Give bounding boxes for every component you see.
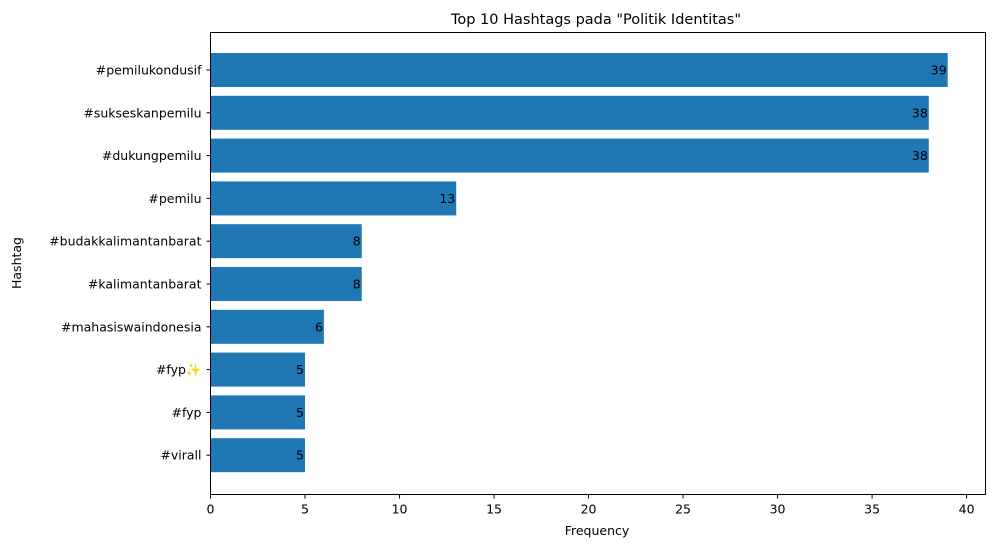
y-tick-label-4: #budakkalimantanbarat (49, 234, 201, 249)
bar-7 (210, 352, 306, 387)
data-label-7: 5 (296, 362, 304, 377)
data-label-0: 39 (931, 63, 947, 78)
data-label-5: 8 (353, 277, 361, 292)
x-tick-label-2: 10 (392, 502, 408, 517)
y-tick-label-0: #pemilukondusif (96, 63, 202, 78)
data-label-8: 5 (296, 405, 304, 420)
y-tick-label-7: #fyp✨ (156, 362, 202, 377)
x-tick-label-5: 25 (675, 502, 691, 517)
y-axis-ticks: #pemilukondusif #sukseskanpemilu #dukungpe… (49, 63, 211, 463)
x-tick-label-0: 0 (207, 502, 215, 517)
bar-3 (210, 181, 457, 216)
y-tick-label-1: #sukseskanpemilu (83, 105, 201, 120)
y-tick-label-6: #mahasiswaindonesia (61, 319, 202, 334)
x-tick-label-4: 20 (581, 502, 597, 517)
x-tick-label-7: 35 (864, 502, 880, 517)
bar-1 (210, 95, 929, 130)
y-tick-label-5: #kalimantanbarat (88, 277, 202, 292)
bar-8 (210, 395, 306, 430)
data-label-4: 8 (353, 234, 361, 249)
bar-5 (210, 267, 362, 301)
data-label-3: 13 (439, 191, 455, 206)
y-tick-label-9: #virall (160, 448, 201, 463)
data-label-2: 38 (912, 148, 928, 163)
data-label-1: 38 (912, 105, 928, 120)
x-tick-label-8: 40 (959, 502, 975, 517)
data-labels-group: 39 38 38 13 8 8 6 5 5 5 (296, 63, 947, 463)
y-tick-label-2: #dukungpemilu (102, 148, 202, 163)
x-axis-ticks: 0 5 10 15 20 25 30 35 40 (207, 494, 975, 517)
data-label-6: 6 (315, 319, 323, 334)
x-axis-label: Frequency (565, 523, 630, 538)
bar-6 (210, 309, 324, 344)
bar-0 (210, 53, 948, 87)
data-label-9: 5 (296, 448, 304, 463)
x-tick-label-3: 15 (486, 502, 502, 517)
bar-4 (210, 224, 362, 259)
x-tick-label-1: 5 (301, 502, 309, 517)
y-tick-label-3: #pemilu (148, 191, 201, 206)
y-axis-label: Hashtag (9, 237, 24, 289)
y-tick-label-8: #fyp (172, 405, 202, 420)
bar-2 (210, 138, 929, 173)
plot-frame (210, 32, 986, 495)
bars-group (210, 53, 948, 473)
bar-9 (210, 438, 306, 473)
chart-title: Top 10 Hashtags pada "Politik Identitas" (450, 12, 741, 28)
x-tick-label-6: 30 (770, 502, 786, 517)
